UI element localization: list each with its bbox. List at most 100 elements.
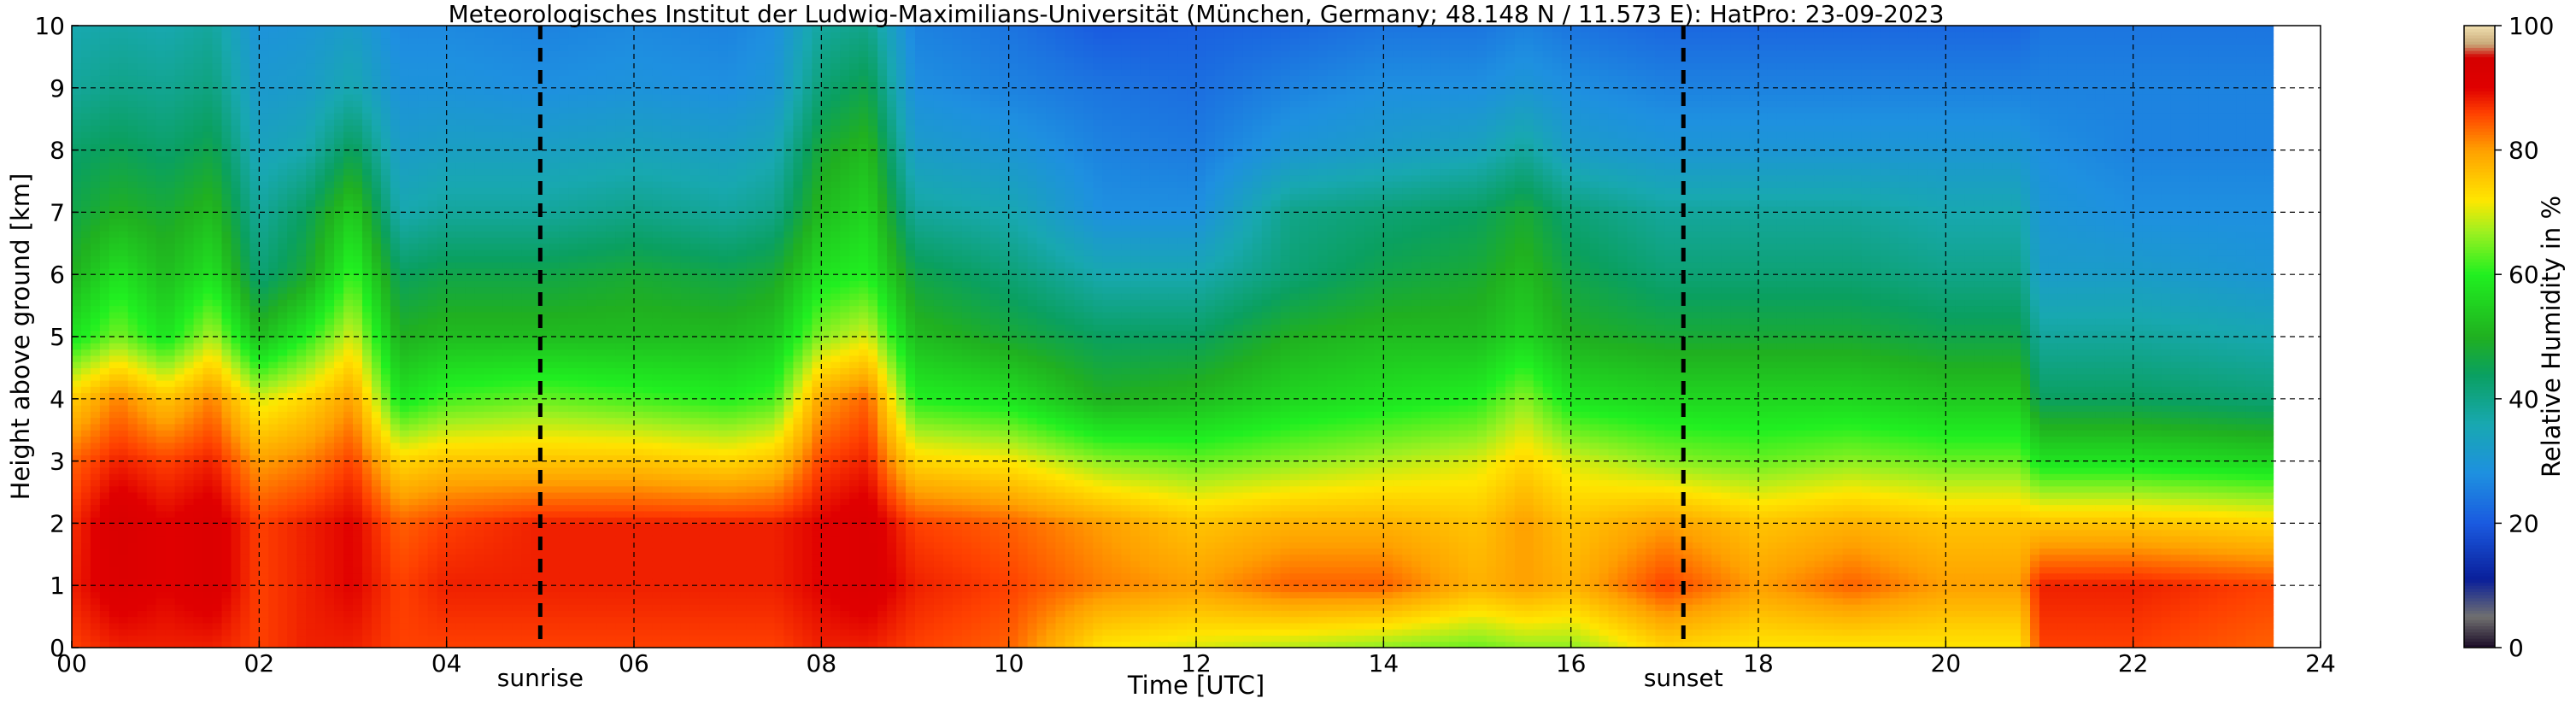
- heatmap-cell: [185, 225, 195, 232]
- heatmap-cell: [268, 361, 279, 368]
- heatmap-cell: [185, 50, 195, 57]
- heatmap-cell: [138, 411, 148, 418]
- heatmap-cell: [334, 591, 344, 598]
- heatmap-cell: [447, 287, 457, 294]
- heatmap-cell: [502, 418, 513, 425]
- heatmap-cell: [91, 299, 101, 306]
- heatmap-cell: [372, 610, 382, 617]
- heatmap-cell: [512, 168, 522, 175]
- heatmap-cell: [240, 181, 250, 188]
- heatmap-cell: [156, 69, 167, 76]
- heatmap-cell: [334, 604, 344, 611]
- heatmap-cell: [81, 32, 91, 38]
- heatmap-cell: [400, 312, 410, 319]
- heatmap-cell: [475, 56, 485, 63]
- heatmap-cell: [306, 119, 316, 126]
- heatmap-cell: [128, 361, 138, 368]
- heatmap-cell: [109, 399, 120, 406]
- heatmap-cell: [296, 26, 307, 32]
- heatmap-cell: [502, 94, 513, 101]
- heatmap-cell: [72, 262, 82, 269]
- heatmap-cell: [287, 498, 297, 505]
- heatmap-cell: [119, 132, 129, 138]
- heatmap-cell: [203, 238, 214, 244]
- heatmap-cell: [81, 349, 91, 356]
- heatmap-cell: [484, 511, 495, 518]
- heatmap-cell: [409, 150, 420, 157]
- heatmap-cell: [278, 318, 288, 325]
- heatmap-cell: [419, 361, 429, 368]
- heatmap-cell: [475, 107, 485, 114]
- heatmap-cell: [447, 337, 457, 343]
- heatmap-cell: [325, 530, 335, 537]
- heatmap-cell: [390, 591, 401, 598]
- heatmap-cell: [109, 225, 120, 232]
- heatmap-cell: [372, 231, 382, 238]
- heatmap-cell: [185, 505, 195, 512]
- heatmap-cell: [166, 343, 176, 349]
- heatmap-cell: [81, 530, 91, 537]
- heatmap-cell: [325, 56, 335, 63]
- heatmap-cell: [362, 610, 373, 617]
- heatmap-cell: [447, 107, 457, 114]
- heatmap-cell: [156, 200, 167, 207]
- heatmap-cell: [334, 473, 344, 480]
- heatmap-cell: [437, 299, 448, 306]
- heatmap-cell: [362, 243, 373, 250]
- heatmap-cell: [296, 549, 307, 555]
- heatmap-cell: [166, 337, 176, 343]
- heatmap-cell: [325, 411, 335, 418]
- heatmap-cell: [362, 212, 373, 219]
- heatmap-cell: [343, 585, 354, 592]
- heatmap-cell: [409, 219, 420, 226]
- heatmap-cell: [362, 175, 373, 182]
- heatmap-cell: [296, 274, 307, 281]
- heatmap-cell: [362, 200, 373, 207]
- heatmap-cell: [268, 467, 279, 474]
- heatmap-cell: [428, 219, 438, 226]
- heatmap-cell: [419, 374, 429, 381]
- heatmap-cell: [428, 56, 438, 63]
- heatmap-cell: [91, 566, 101, 573]
- heatmap-cell: [456, 449, 466, 455]
- heatmap-cell: [147, 505, 157, 512]
- heatmap-cell: [278, 100, 288, 107]
- heatmap-cell: [456, 523, 466, 530]
- heatmap-cell: [128, 194, 138, 201]
- heatmap-cell: [362, 125, 373, 132]
- heatmap-cell: [287, 604, 297, 611]
- heatmap-cell: [100, 262, 110, 269]
- heatmap-cell: [419, 187, 429, 194]
- heatmap-cell: [315, 449, 326, 455]
- heatmap-cell: [381, 361, 391, 368]
- heatmap-cell: [231, 399, 241, 406]
- heatmap-cell: [194, 119, 204, 126]
- heatmap-cell: [100, 436, 110, 443]
- heatmap-cell: [231, 175, 241, 182]
- heatmap-cell: [325, 243, 335, 250]
- heatmap-cell: [109, 498, 120, 505]
- heatmap-cell: [221, 75, 232, 82]
- heatmap-cell: [156, 26, 167, 32]
- heatmap-cell: [147, 492, 157, 499]
- heatmap-cell: [381, 530, 391, 537]
- heatmap-cell: [249, 150, 260, 157]
- heatmap-cell: [512, 473, 522, 480]
- heatmap-cell: [278, 498, 288, 505]
- heatmap-cell: [166, 530, 176, 537]
- heatmap-cell: [447, 238, 457, 244]
- heatmap-cell: [353, 194, 363, 201]
- heatmap-cell: [475, 243, 485, 250]
- heatmap-cell: [512, 405, 522, 412]
- heatmap-cell: [428, 560, 438, 567]
- heatmap-cell: [156, 473, 167, 480]
- heatmap-cell: [240, 175, 250, 182]
- heatmap-cell: [147, 623, 157, 630]
- heatmap-cell: [278, 306, 288, 313]
- heatmap-cell: [306, 355, 316, 362]
- heatmap-cell: [268, 355, 279, 362]
- heatmap-cell: [419, 200, 429, 207]
- heatmap-cell: [306, 262, 316, 269]
- heatmap-cell: [428, 610, 438, 617]
- heatmap-cell: [409, 306, 420, 313]
